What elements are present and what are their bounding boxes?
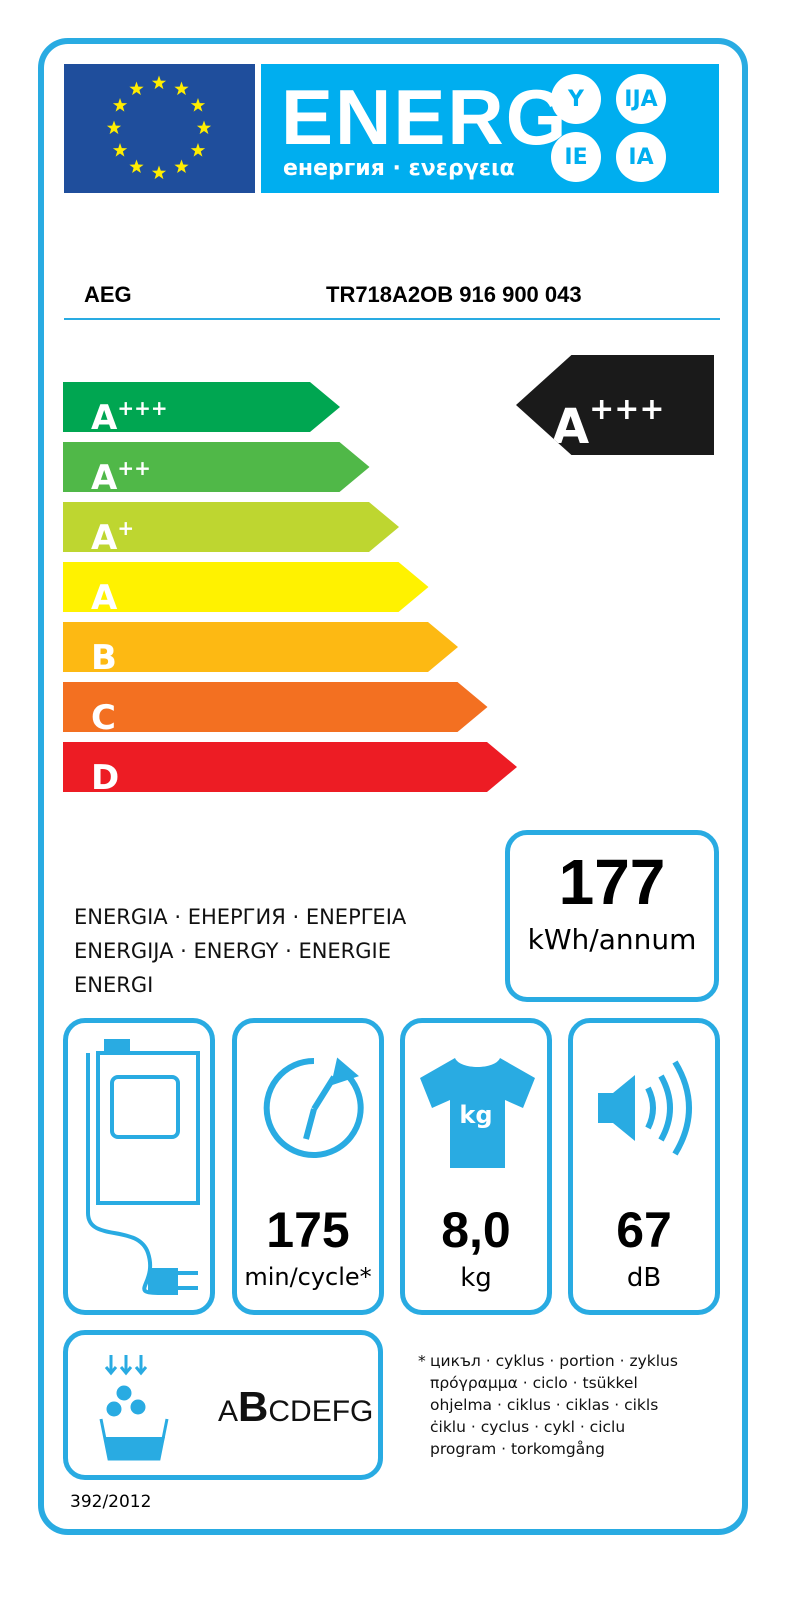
class-letter: D <box>91 758 120 798</box>
class-letter: A <box>91 398 118 438</box>
suffix-badge: Y <box>551 74 601 124</box>
regulation-number: 392/2012 <box>70 1492 152 1512</box>
header-subtitle: енергия · ενεργεια <box>283 156 515 181</box>
lang-line: ENERGIA · ЕНЕРГИЯ · ΕΝΕΡΓΕΙΑ <box>74 905 407 929</box>
lang-line: ENERGIJA · ENERGY · ENERGIE <box>74 939 392 963</box>
energy-class-bar: B <box>63 622 458 672</box>
capacity-value: 8,0 <box>441 1202 511 1258</box>
scale-rest: CDEFG <box>268 1395 374 1428</box>
eu-star <box>151 165 167 180</box>
energy-header: ENERG енергия · ενεργεια Y IJA IE IA <box>261 64 719 193</box>
scale-a: A <box>218 1395 239 1428</box>
eu-star <box>112 143 128 157</box>
energy-value: 177 <box>558 846 666 918</box>
divider <box>64 318 720 320</box>
capacity-unit: kg <box>460 1263 492 1293</box>
footnote-line: πρόγραμμα · ciclo · tsükkel <box>430 1374 638 1392</box>
class-letter: B <box>91 638 117 678</box>
suffix-badge: IA <box>616 132 666 182</box>
noise-value: 67 <box>616 1202 672 1258</box>
condenser-dryer-box <box>63 1018 215 1315</box>
eu-flag <box>64 64 255 193</box>
condensation-scale: ABCDEFG <box>218 1383 373 1431</box>
energy-unit: kWh/annum <box>527 923 697 956</box>
footnote-line: ohjelma · ciklus · ciklas · cikls <box>430 1396 659 1414</box>
noise-box: 67 dB <box>568 1018 720 1315</box>
footnote-line: цикъл · cyklus · portion · zyklus <box>430 1352 678 1370</box>
footnote-line: ċiklu · cyclus · cykl · ciclu <box>430 1418 626 1436</box>
energy-consumption-box: 177 kWh/annum <box>505 830 719 1002</box>
header-title: ENERG <box>281 73 569 161</box>
model-identifier: TR718A2OB 916 900 043 <box>326 282 582 307</box>
dryer-plug-icon <box>86 1039 200 1295</box>
suffix-badge: IJA <box>616 74 666 124</box>
eu-stars-icon <box>106 75 212 180</box>
rating-sup: +++ <box>589 392 665 427</box>
footnote: * цикъл · cyklus · portion · zyklus πρόγ… <box>418 1350 678 1460</box>
energy-class-bar: A <box>63 562 429 612</box>
eu-star <box>174 81 189 96</box>
class-letter: A <box>91 518 118 558</box>
cycle-time-box: 175 min/cycle* <box>232 1018 384 1315</box>
supplier-name: AEG <box>84 282 132 307</box>
eu-star <box>129 159 144 173</box>
class-sup: ++ <box>117 456 151 480</box>
energy-class-bar: A+ <box>63 502 399 552</box>
capacity-box: kg 8,0 kg <box>400 1018 552 1315</box>
lang-line: ENERGI <box>74 973 154 997</box>
condensation-box: ABCDEFG <box>63 1330 383 1480</box>
noise-unit: dB <box>626 1263 662 1293</box>
energy-languages: ENERGIA · ЕНЕРГИЯ · ΕΝΕΡΓΕΙΑ ENERGIJA · … <box>74 900 406 1002</box>
suffix-badge: IE <box>551 132 601 182</box>
tshirt-kg-label: kg <box>459 1101 493 1129</box>
footnote-line: program · torkomgång <box>430 1440 605 1458</box>
eu-star <box>129 81 144 96</box>
eu-star <box>190 143 206 157</box>
cycle-unit: min/cycle* <box>244 1263 372 1291</box>
class-letter: C <box>91 698 116 738</box>
class-sup: +++ <box>117 396 168 420</box>
class-sup: + <box>117 516 135 540</box>
eu-star <box>106 120 122 135</box>
energy-class-bar: A++ <box>63 442 370 492</box>
clock-cycle-icon <box>263 1057 364 1158</box>
cycle-value: 175 <box>266 1202 350 1258</box>
footnote-asterisk: * <box>418 1352 426 1370</box>
label-frame <box>38 38 748 1535</box>
energy-class-bar: A+++ <box>63 382 340 432</box>
eu-star <box>196 120 212 135</box>
class-letter: A <box>91 578 118 618</box>
energy-class-bar: C <box>63 682 488 732</box>
eu-star <box>190 98 206 112</box>
eu-star <box>151 75 167 90</box>
speaker-sound-icon <box>598 1060 692 1156</box>
water-drops-basin-icon <box>99 1355 169 1461</box>
scale-active-class: B <box>238 1383 269 1430</box>
tshirt-icon <box>420 1058 535 1168</box>
eu-star <box>174 159 189 173</box>
energy-class-bar: D <box>63 742 517 792</box>
class-letter: A <box>91 458 118 498</box>
eu-star <box>112 98 128 112</box>
